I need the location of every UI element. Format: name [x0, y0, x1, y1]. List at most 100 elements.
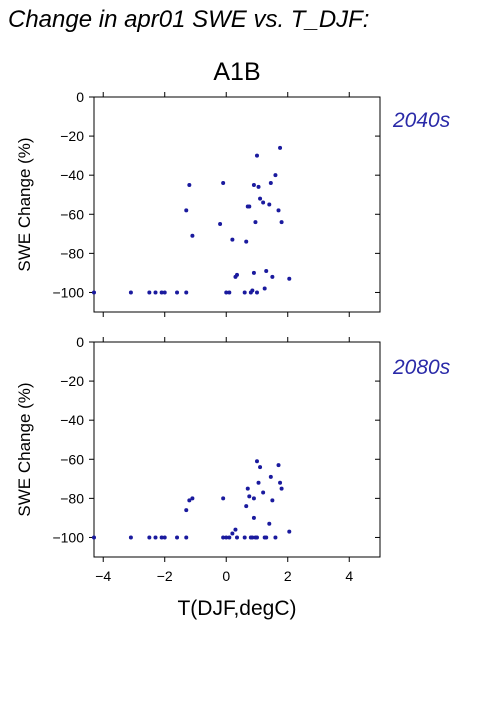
- panel-2080s-data-point: [242, 535, 247, 540]
- panel-2080s-data-point: [245, 486, 250, 491]
- panel-2040s-data-point: [227, 290, 232, 295]
- panel-2040s-data-point: [128, 290, 133, 295]
- panel-2080s-data-point: [184, 535, 189, 540]
- panel-2040s-data-point: [224, 290, 229, 295]
- panel-2040s-data-point: [218, 222, 223, 227]
- panel-2040s-ytick-label: 0: [76, 89, 84, 105]
- panel-2040s-data-point: [264, 268, 269, 273]
- panel-2080s-data-point: [261, 490, 266, 495]
- panel-2040s-data-point: [276, 208, 281, 213]
- panel-2040s-data-point: [273, 173, 278, 178]
- panel-2040s-frame: [93, 96, 381, 313]
- panel-2080s-xtick-label: 2: [284, 568, 292, 584]
- figure-title: Change in apr01 SWE vs. T_DJF:: [8, 6, 369, 33]
- panel-2080s-data-point: [254, 459, 259, 464]
- panel-2080s-data-point: [230, 531, 235, 536]
- panel-2080s-data-point: [92, 535, 96, 540]
- panel-2080s-period-label: 2080s: [392, 356, 451, 379]
- panel-2040s-ytick-label: −100: [52, 284, 84, 300]
- panel-2080s-data-point: [273, 535, 278, 540]
- panel-2080s-ytick-label: 0: [76, 334, 84, 350]
- panel-2080s-ytick-label: −60: [60, 451, 84, 467]
- panel-2080s-xtick-label: 4: [345, 568, 353, 584]
- panel-2080s-data-point: [278, 480, 283, 485]
- panel-2080s-data-point: [247, 494, 252, 499]
- scenario-title: A1B: [213, 58, 260, 86]
- panel-2080s-data-point: [279, 486, 284, 491]
- panel-2080s-ytick-label: −100: [52, 529, 84, 545]
- panel-2040s-data-point: [187, 182, 192, 187]
- panel-2040s-ytick-label: −60: [60, 206, 84, 222]
- panel-2080s-ytick-label: −80: [60, 490, 84, 506]
- panel-2040s-data-point: [184, 290, 189, 295]
- panel-2040s-data-point: [162, 290, 167, 295]
- panel-2080s-data-point: [227, 535, 232, 540]
- panel-2080s-data-point: [235, 535, 239, 540]
- panel-2080s-data-point: [268, 474, 273, 479]
- panel-2080s-data-point: [162, 535, 167, 540]
- panel-2040s-data-point: [175, 290, 180, 295]
- panel-2080s-data-point: [153, 535, 158, 540]
- panel-2080s-data-point: [254, 535, 259, 540]
- panel-2040s-data-point: [92, 290, 96, 295]
- panel-2040s-ytick-label: −80: [60, 245, 84, 261]
- panel-2080s-data-point: [187, 498, 192, 503]
- panel-2040s-data-point: [221, 181, 226, 185]
- panel-2040s-data-point: [254, 290, 259, 295]
- panel-2080s-data-point: [251, 496, 256, 501]
- panel-2080s-data-point: [175, 535, 180, 540]
- panel-2040s-data-point: [242, 290, 247, 295]
- panel-2080s-frame: [93, 341, 381, 558]
- panel-2040s-data-point: [261, 200, 266, 205]
- panel-2040s-data-point: [184, 208, 189, 213]
- panel-2080s-data-point: [267, 521, 272, 526]
- panel-2040s-period-label: 2040s: [392, 109, 451, 132]
- panel-2040s-data-point: [268, 181, 273, 185]
- panel-2040s-ylabel: SWE Change (%): [15, 137, 34, 271]
- panel-2040s-data-point: [230, 237, 235, 242]
- panel-2080s-xtick-label: −4: [95, 568, 111, 584]
- panel-2040s-data-point: [253, 220, 258, 225]
- panel-2080s-data-point: [264, 535, 269, 540]
- panel-2040s-data-point: [153, 290, 158, 295]
- panel-2080s-data-point: [190, 496, 195, 501]
- panel-2080s-xtick-label: 0: [222, 568, 230, 584]
- panel-2040s-data-point: [251, 270, 256, 275]
- panel-2080s-data-point: [233, 527, 238, 532]
- panel-2040s-data-point: [250, 288, 255, 293]
- panel-2080s-xtick-label: −2: [157, 568, 173, 584]
- panel-2040s-data-point: [159, 290, 164, 295]
- panel-2040s-data-point: [251, 182, 256, 187]
- x-axis-label: T(DJF,degC): [177, 597, 296, 620]
- panel-2080s-data-point: [256, 480, 261, 485]
- panel-2080s-data-point: [221, 496, 226, 501]
- panel-2080s-data-point: [221, 535, 226, 540]
- panel-2080s-data-point: [224, 535, 229, 540]
- panel-2040s-ytick-label: −20: [60, 128, 84, 144]
- panel-2040s-data-point: [244, 239, 249, 244]
- panel-2040s-data-point: [262, 286, 267, 291]
- panel-2040s-data-point: [247, 204, 252, 209]
- panel-2040s-data-point: [287, 276, 292, 281]
- panel-2040s-data-point: [256, 184, 261, 189]
- panel-2080s-data-point: [159, 535, 164, 540]
- panel-2080s-data-point: [128, 535, 133, 540]
- panel-2040s-data-point: [267, 202, 272, 207]
- panel-2040s-data-point: [279, 220, 284, 225]
- panel-2080s-ylabel: SWE Change (%): [15, 382, 34, 516]
- panel-2080s-ytick-label: −40: [60, 412, 84, 428]
- panel-2040s-data-point: [278, 145, 283, 150]
- panel-2080s-data-point: [287, 529, 292, 534]
- panel-2040s-data-point: [258, 196, 263, 201]
- panel-2080s-data-point: [276, 463, 281, 468]
- panel-2040s-ytick-label: −40: [60, 167, 84, 183]
- panel-2080s-data-point: [258, 465, 263, 470]
- panel-2040s-data-point: [147, 290, 152, 295]
- panel-2080s-data-point: [244, 504, 249, 509]
- panel-2080s-data-point: [251, 515, 256, 520]
- panel-2040s-data-point: [270, 274, 275, 279]
- panel-2040s-data-point: [190, 233, 195, 238]
- panel-2080s-ytick-label: −20: [60, 373, 84, 389]
